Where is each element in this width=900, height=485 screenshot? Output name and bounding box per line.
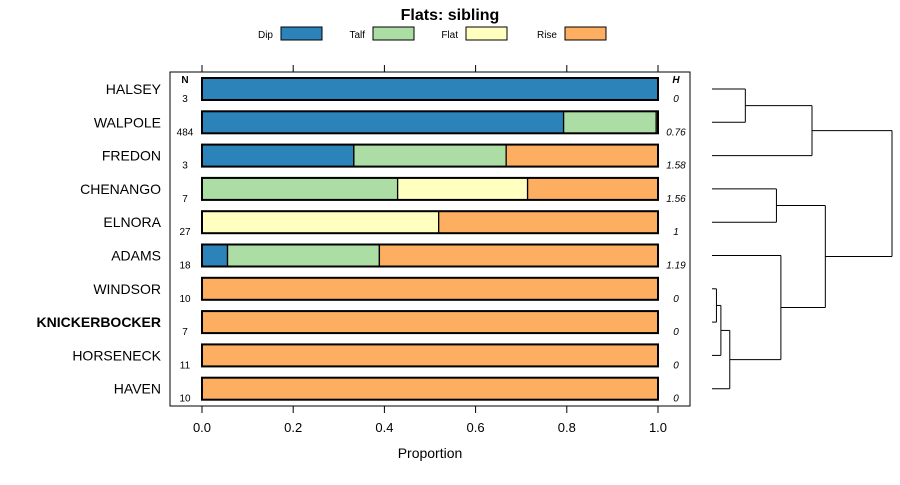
legend-swatch-talf [372,26,415,41]
top-axis-ticks [201,65,659,72]
h-value: 0 [673,327,679,338]
bar-segment-dip [201,110,565,134]
bar-row-walpole [201,110,659,135]
bar-outline [201,376,659,401]
category-label-chenango: CHENANGO [80,181,161,197]
bar-segment-rise [201,310,659,334]
n-value: 3 [182,94,188,105]
legend-label-flat: Flat [441,30,458,41]
n-value: 18 [179,261,191,272]
h-header: H [672,75,680,86]
h-value: 0 [673,94,679,105]
n-value: 27 [179,227,191,238]
dendrogram [712,88,893,390]
bar-outline [201,343,659,368]
h-value: 0 [673,360,679,371]
bar-segment-talf [353,143,507,168]
x-tick-label: 1.0 [649,420,667,435]
h-value: 0.76 [666,127,686,138]
x-axis-title: Proportion [398,445,463,461]
bar-row-chenango [201,176,659,201]
bar-row-horseneck [201,343,659,368]
bar-segment-flat [396,177,529,201]
x-tick-label: 0.6 [467,420,485,435]
bottom-axis: 0.0 0.2 0.4 0.6 0.8 1.0 [193,406,667,435]
plot-area: 0.0 0.2 0.4 0.6 0.8 1.0 HALSEY WALPOLE FREDON CH… [37,65,691,435]
category-label-windsor: WINDSOR [93,281,161,297]
bar-segment-talf [226,243,381,268]
n-value: 7 [182,327,188,338]
bars [201,77,659,401]
bar-segment-rise [378,243,659,268]
legend-swatch-dip [280,26,323,41]
bar-outline [201,77,659,101]
bar-segment-rise [438,210,659,234]
bar-row-elnora [201,210,659,235]
n-header: N [181,75,188,86]
n-value: 7 [182,194,188,205]
legend-label-rise: Rise [537,30,557,41]
plot-frame [169,71,691,407]
bar-row-fredon [201,143,659,168]
legend-label-dip: Dip [258,30,273,41]
bar-segment-rise [201,343,659,368]
bar-segment-rise [526,177,659,201]
bar-outline [201,110,659,135]
bar-segment-talf [201,177,399,201]
h-value: 1 [673,227,679,238]
h-value: 1.58 [666,161,686,172]
category-label-haven: HAVEN [114,381,161,397]
bar-outline [201,210,659,235]
h-value: 0 [673,294,679,305]
category-labels: HALSEY WALPOLE FREDON CHENANGO ELNORA ADAMS WI… [37,81,162,397]
category-label-knickerbocker: KNICKERBOCKER [37,314,161,330]
category-label-fredon: FREDON [102,148,161,164]
bar-segment-flat [201,210,440,234]
chart-title: Flats: sibling [401,7,500,24]
bar-row-knickerbocker [201,310,659,335]
bar-outline [201,310,659,335]
bar-segment-dip [201,243,229,268]
bar-segment-rise [201,277,659,301]
bar-segment-rise [201,377,659,401]
category-label-walpole: WALPOLE [94,114,161,130]
bar-outline [201,243,659,268]
x-tick-label: 0.4 [375,420,393,435]
category-label-horseneck: HORSENECK [72,347,161,363]
n-value: 484 [177,127,194,138]
bar-row-windsor [201,276,659,301]
bar-outline [201,176,659,201]
bar-segment-talf [562,110,657,134]
category-label-halsey: HALSEY [106,81,162,97]
bar-segment-dip [201,143,355,168]
bar-row-haven [201,376,659,401]
h-values: H 0 0.76 1.58 1.56 1 1.19 0 0 0 0 [666,75,686,405]
bar-outline [201,143,659,168]
h-value: 1.56 [666,194,686,205]
bar-outline [201,276,659,301]
h-value: 0 [673,394,679,405]
x-tick-label: 0.0 [193,420,211,435]
n-value: 3 [182,161,188,172]
bar-segment-dip [201,77,659,101]
x-tick-label: 0.8 [558,420,576,435]
legend-swatch-flat [465,26,508,41]
legend-swatch-rise [564,26,607,41]
n-value: 10 [179,294,191,305]
h-value: 1.19 [666,261,686,272]
bar-segment-rise [505,143,659,168]
bar-row-halsey [201,77,659,101]
n-value: 11 [180,360,191,371]
category-label-adams: ADAMS [111,248,161,264]
n-value: 10 [179,394,191,405]
legend-label-talf: Talf [349,30,365,41]
n-values: N 3 484 3 7 27 18 10 7 11 10 [177,75,194,405]
x-tick-label: 0.2 [284,420,302,435]
legend: Dip Talf Flat Rise [258,26,607,41]
category-label-elnora: ELNORA [103,214,161,230]
bar-row-adams [201,243,659,268]
